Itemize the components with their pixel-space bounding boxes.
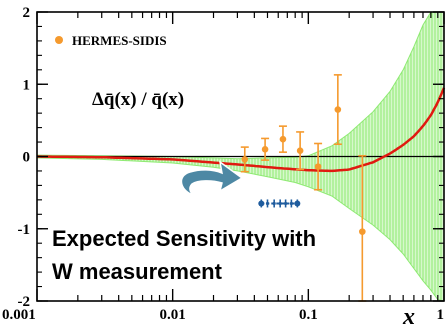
- annotation: Expected Sensitivity with W measurement: [52, 226, 316, 284]
- data-point: [261, 137, 270, 161]
- ratio-label: Δq̄(x) / q̄(x): [92, 89, 184, 110]
- w-marker: [289, 201, 293, 206]
- data-marker: [334, 106, 342, 113]
- y-tick-label: 0: [23, 150, 31, 166]
- data-point: [314, 142, 323, 191]
- curved-arrow-icon: [180, 160, 244, 197]
- w-marker: [278, 201, 282, 206]
- data-point: [278, 125, 287, 153]
- x-tick-label: 0.001: [2, 307, 36, 323]
- data-marker: [314, 163, 322, 170]
- data-marker: [261, 145, 269, 153]
- annotation-line-2: W measurement: [52, 259, 223, 284]
- annotation-line-1: Expected Sensitivity with: [52, 226, 316, 251]
- model-curve: [37, 87, 446, 173]
- legend-marker: [55, 36, 63, 44]
- w-marker: [284, 201, 288, 206]
- y-tick-label: 1: [23, 77, 31, 93]
- w-marker: [258, 200, 265, 207]
- w-measurement-points: [258, 199, 301, 208]
- data-marker: [279, 135, 287, 143]
- w-marker: [272, 201, 276, 206]
- w-marker: [294, 200, 301, 207]
- y-tick-label: 2: [23, 5, 31, 21]
- data-points: [240, 74, 367, 302]
- x-axis-label: x: [402, 304, 415, 329]
- data-marker: [359, 228, 366, 235]
- data-point: [296, 131, 305, 171]
- x-tick-label: 0.01: [160, 307, 186, 323]
- data-point: [333, 74, 342, 146]
- curve-line: [37, 87, 446, 173]
- y-tick-label: -1: [18, 222, 31, 238]
- x-tick-label: 0.1: [299, 307, 318, 323]
- w-marker: [265, 201, 270, 206]
- data-marker: [241, 156, 249, 163]
- x-tick-label: 1: [437, 307, 445, 323]
- legend-label: HERMES-SIDIS: [72, 33, 167, 48]
- legend: HERMES-SIDIS: [55, 33, 167, 48]
- data-marker: [296, 147, 304, 155]
- axes: 0.001 0.01 0.1 1 2 1 0 -1 -2: [2, 5, 445, 323]
- data-point: [240, 146, 249, 173]
- y-tick-label: -2: [18, 294, 31, 310]
